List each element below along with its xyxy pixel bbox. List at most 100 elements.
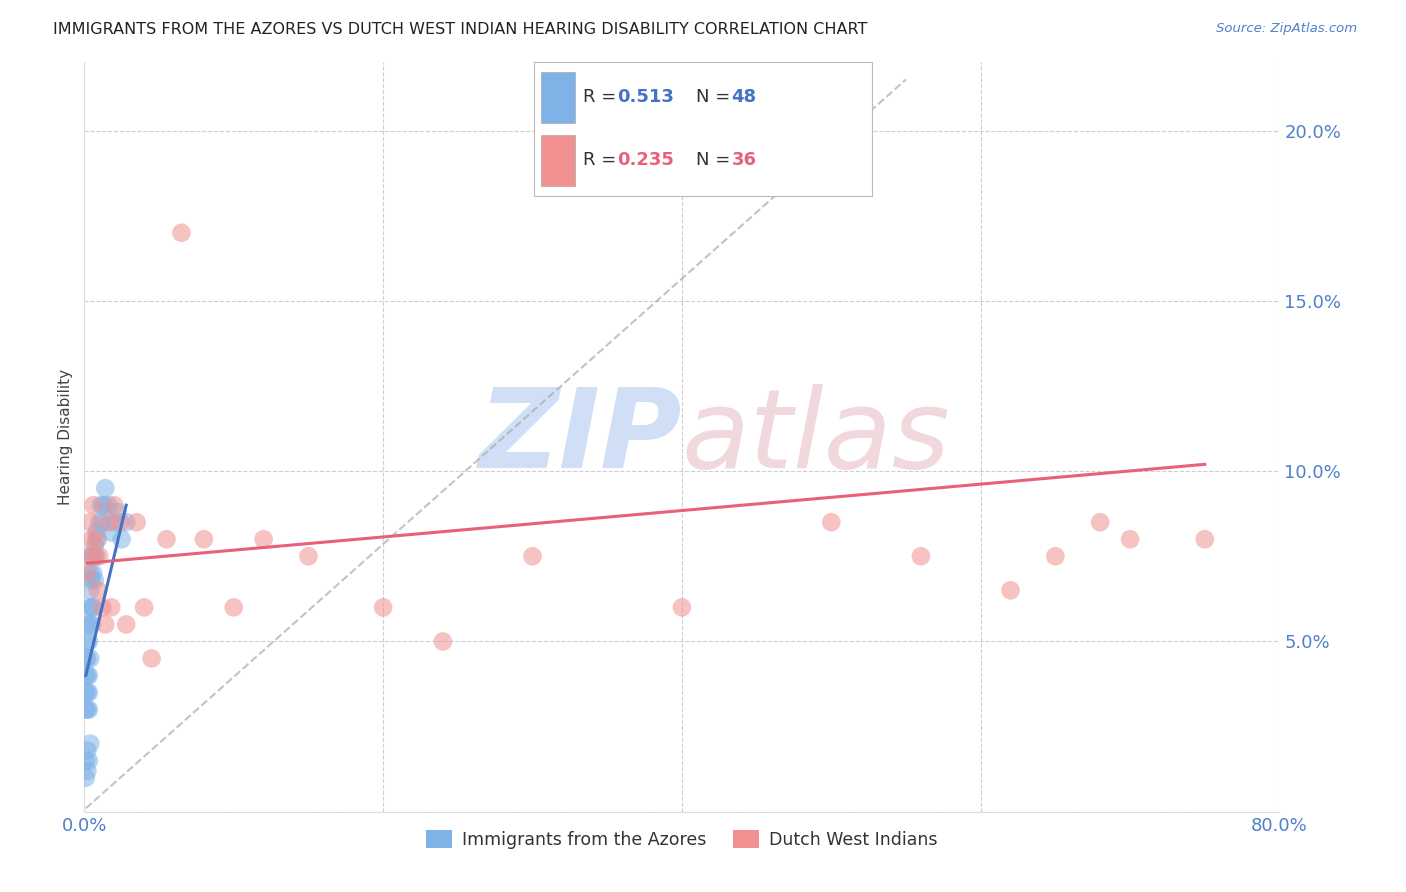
Point bbox=[80, 549, 103, 564]
Point bbox=[77, 634, 100, 648]
Point bbox=[79, 737, 101, 751]
Point bbox=[910, 549, 932, 564]
Point bbox=[1000, 583, 1022, 598]
Point bbox=[432, 634, 454, 648]
Text: R =: R = bbox=[583, 88, 623, 106]
Point bbox=[87, 583, 110, 598]
Point bbox=[83, 539, 105, 553]
Point bbox=[76, 764, 98, 778]
Bar bbox=[541, 135, 575, 186]
Point bbox=[115, 515, 138, 529]
Point bbox=[77, 600, 100, 615]
Point bbox=[76, 743, 98, 757]
Point bbox=[93, 498, 115, 512]
Point bbox=[77, 668, 100, 682]
Point bbox=[170, 226, 193, 240]
Point bbox=[83, 573, 105, 587]
Text: Source: ZipAtlas.com: Source: ZipAtlas.com bbox=[1216, 22, 1357, 36]
Point bbox=[193, 533, 215, 547]
Point bbox=[1090, 515, 1112, 529]
Point bbox=[79, 583, 101, 598]
Text: 0.235: 0.235 bbox=[617, 151, 673, 169]
Point bbox=[80, 617, 103, 632]
Point bbox=[1194, 533, 1216, 547]
Point bbox=[83, 549, 105, 564]
Point bbox=[75, 668, 97, 682]
Point bbox=[75, 702, 97, 716]
Text: 0.513: 0.513 bbox=[617, 88, 673, 106]
Point bbox=[79, 651, 101, 665]
Point bbox=[76, 651, 98, 665]
Point bbox=[75, 685, 97, 699]
Point bbox=[76, 617, 98, 632]
Bar bbox=[541, 71, 575, 122]
Point bbox=[76, 685, 98, 699]
Point bbox=[155, 533, 177, 547]
Point bbox=[1119, 533, 1142, 547]
Point bbox=[94, 481, 117, 495]
Point bbox=[132, 600, 156, 615]
Point bbox=[86, 533, 108, 547]
Text: 48: 48 bbox=[731, 88, 756, 106]
Point bbox=[77, 549, 100, 564]
Point bbox=[522, 549, 544, 564]
Point bbox=[79, 617, 101, 632]
Point bbox=[82, 498, 104, 512]
Point bbox=[297, 549, 319, 564]
Point bbox=[89, 515, 111, 529]
Point bbox=[103, 498, 125, 512]
Point bbox=[115, 617, 138, 632]
Point bbox=[76, 702, 98, 716]
Point bbox=[671, 600, 693, 615]
Text: R =: R = bbox=[583, 151, 623, 169]
Point bbox=[87, 533, 110, 547]
Text: N =: N = bbox=[696, 88, 737, 106]
Point bbox=[76, 566, 98, 581]
Point bbox=[253, 533, 276, 547]
Point bbox=[111, 533, 134, 547]
Point bbox=[105, 505, 128, 519]
Point bbox=[82, 549, 104, 564]
Point bbox=[91, 600, 114, 615]
Point bbox=[1045, 549, 1067, 564]
Point bbox=[75, 771, 97, 785]
Point bbox=[82, 566, 104, 581]
Point bbox=[97, 515, 120, 529]
Text: 36: 36 bbox=[731, 151, 756, 169]
Point bbox=[79, 515, 101, 529]
Point bbox=[77, 702, 100, 716]
Text: ZIP: ZIP bbox=[478, 384, 682, 491]
Y-axis label: Hearing Disability: Hearing Disability bbox=[58, 369, 73, 505]
Point bbox=[820, 515, 842, 529]
Point bbox=[222, 600, 245, 615]
Point bbox=[97, 498, 120, 512]
Point bbox=[90, 498, 112, 512]
Legend: Immigrants from the Azores, Dutch West Indians: Immigrants from the Azores, Dutch West I… bbox=[419, 822, 945, 855]
Point bbox=[94, 617, 117, 632]
Point bbox=[86, 525, 108, 540]
Point bbox=[77, 754, 100, 768]
Point bbox=[82, 600, 104, 615]
Point bbox=[79, 566, 101, 581]
Point bbox=[110, 515, 132, 529]
Point bbox=[125, 515, 148, 529]
Point bbox=[76, 668, 98, 682]
Point bbox=[75, 754, 97, 768]
Point bbox=[75, 651, 97, 665]
Point bbox=[80, 573, 103, 587]
Point bbox=[91, 515, 114, 529]
Point bbox=[86, 549, 108, 564]
Point bbox=[89, 549, 111, 564]
Point bbox=[77, 685, 100, 699]
Point bbox=[80, 533, 103, 547]
Point bbox=[100, 600, 122, 615]
Point bbox=[141, 651, 163, 665]
Point bbox=[80, 600, 103, 615]
Text: N =: N = bbox=[696, 151, 737, 169]
Text: IMMIGRANTS FROM THE AZORES VS DUTCH WEST INDIAN HEARING DISABILITY CORRELATION C: IMMIGRANTS FROM THE AZORES VS DUTCH WEST… bbox=[53, 22, 868, 37]
Point bbox=[103, 515, 125, 529]
Point bbox=[76, 634, 98, 648]
Point bbox=[373, 600, 395, 615]
Text: atlas: atlas bbox=[682, 384, 950, 491]
Point bbox=[100, 525, 122, 540]
